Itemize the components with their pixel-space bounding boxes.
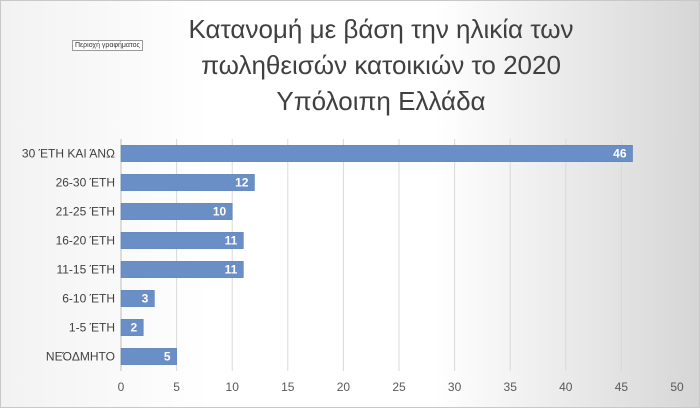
x-tick-label-5: 25 <box>392 380 406 394</box>
bar-4 <box>120 261 244 278</box>
category-label-1: 26-30 ΈΤΗ <box>56 176 115 190</box>
chart-title: Κατανομή με βάση την ηλικία των πωληθεισ… <box>101 11 661 119</box>
bar-2 <box>120 203 233 220</box>
category-label-2: 21-25 ΈΤΗ <box>56 205 115 219</box>
bar-3 <box>120 232 244 249</box>
chart-area-tooltip: Περιοχή γραφήματος <box>72 40 143 51</box>
bar-1 <box>120 174 255 191</box>
bar-0 <box>120 145 633 162</box>
category-label-3: 16-20 ΈΤΗ <box>56 234 115 248</box>
data-label-2: 10 <box>213 205 227 219</box>
x-tick-label-1: 5 <box>173 380 180 394</box>
category-label-4: 11-15 ΈΤΗ <box>56 263 115 277</box>
x-tick-label-6: 30 <box>448 380 462 394</box>
bar-6 <box>120 319 144 336</box>
x-tick-label-10: 50 <box>670 380 684 394</box>
chart-title-line-3: Υπόλοιπη Ελλάδα <box>276 86 486 116</box>
x-tick-label-3: 15 <box>281 380 295 394</box>
x-tick-label-8: 40 <box>559 380 573 394</box>
data-label-6: 2 <box>131 321 138 335</box>
data-label-1: 12 <box>235 176 249 190</box>
x-tick-label-9: 45 <box>615 380 629 394</box>
category-label-6: 1-5 ΈΤΗ <box>69 321 115 335</box>
x-tick-label-2: 10 <box>226 380 240 394</box>
x-tick-label-4: 20 <box>337 380 351 394</box>
bar-7 <box>120 348 177 365</box>
x-tick-label-7: 35 <box>504 380 518 394</box>
bar-5 <box>120 290 155 307</box>
x-tick-label-0: 0 <box>118 380 125 394</box>
category-label-5: 6-10 ΈΤΗ <box>62 292 115 306</box>
data-label-7: 5 <box>164 350 171 364</box>
data-label-4: 11 <box>225 263 238 277</box>
chart-title-line-1: Κατανομή με βάση την ηλικία των <box>188 14 574 44</box>
category-label-0: 30 ΈΤΗ ΚΑΙ ΆΝΩ <box>22 147 115 161</box>
data-label-5: 3 <box>142 292 149 306</box>
data-label-3: 11 <box>225 234 238 248</box>
chart-title-line-2: πωληθεισών κατοικιών το 2020 <box>201 50 561 80</box>
category-label-7: ΝΕΌΔΜΗΤΟ <box>46 350 115 364</box>
data-label-0: 46 <box>613 147 627 161</box>
